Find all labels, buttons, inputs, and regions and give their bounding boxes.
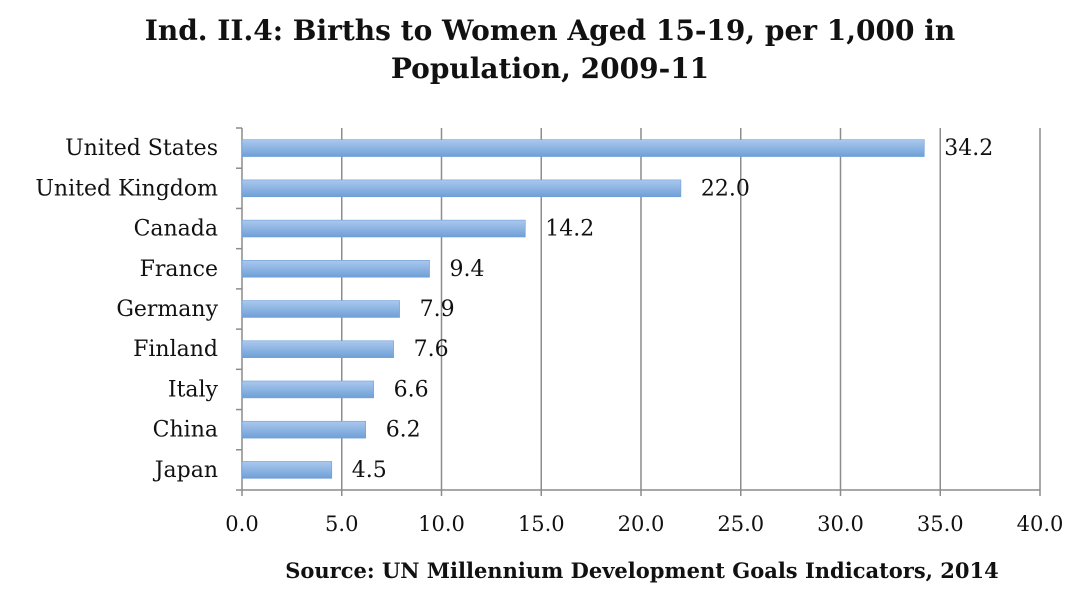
bar [241, 219, 526, 238]
x-tick-label: 0.0 [225, 512, 258, 536]
category-label: United States [65, 136, 218, 161]
x-tick-label: 5.0 [325, 512, 358, 536]
category-label: Japan [153, 458, 218, 483]
x-tick-label: 40.0 [1017, 512, 1064, 536]
value-label: 34.2 [944, 136, 993, 161]
value-label: 7.9 [420, 297, 455, 322]
chart-title-line-1: Ind. II.4: Births to Women Aged 15-19, p… [145, 14, 955, 47]
bar [241, 300, 400, 318]
category-label: Canada [134, 217, 218, 242]
category-label: Germany [116, 297, 218, 322]
bar [241, 179, 682, 198]
x-tick-label: 15.0 [518, 512, 565, 536]
bar [241, 260, 430, 278]
category-label: France [140, 257, 218, 282]
bar [241, 380, 374, 399]
x-tick-label: 30.0 [817, 512, 864, 536]
bar [241, 420, 366, 439]
labels: 0.0 5.0 10.0 15.0 20.0 25.0 30.0 35.0 40.0 United… [35, 136, 1063, 536]
category-label: Italy [168, 377, 219, 402]
value-label: 6.6 [394, 377, 429, 402]
x-tick-label: 10.0 [418, 512, 465, 536]
bar [241, 139, 925, 157]
x-tick-label: 20.0 [618, 512, 665, 536]
value-label: 14.2 [545, 217, 594, 242]
value-label: 4.5 [352, 458, 387, 483]
x-tick-label: 25.0 [717, 512, 764, 536]
chart-title-line-2: Population, 2009-11 [391, 52, 709, 85]
bar [241, 461, 333, 479]
value-label: 9.4 [450, 257, 485, 282]
chart-source: Source: UN Millennium Development Goals … [285, 558, 999, 583]
category-label: United Kingdom [35, 176, 218, 201]
x-tick-label: 35.0 [917, 512, 964, 536]
bar [241, 340, 394, 358]
category-label: Finland [133, 337, 218, 362]
value-label: 22.0 [701, 176, 750, 201]
value-label: 7.6 [414, 337, 449, 362]
value-label: 6.2 [386, 418, 421, 443]
category-label: China [153, 418, 218, 443]
bars [241, 139, 925, 479]
